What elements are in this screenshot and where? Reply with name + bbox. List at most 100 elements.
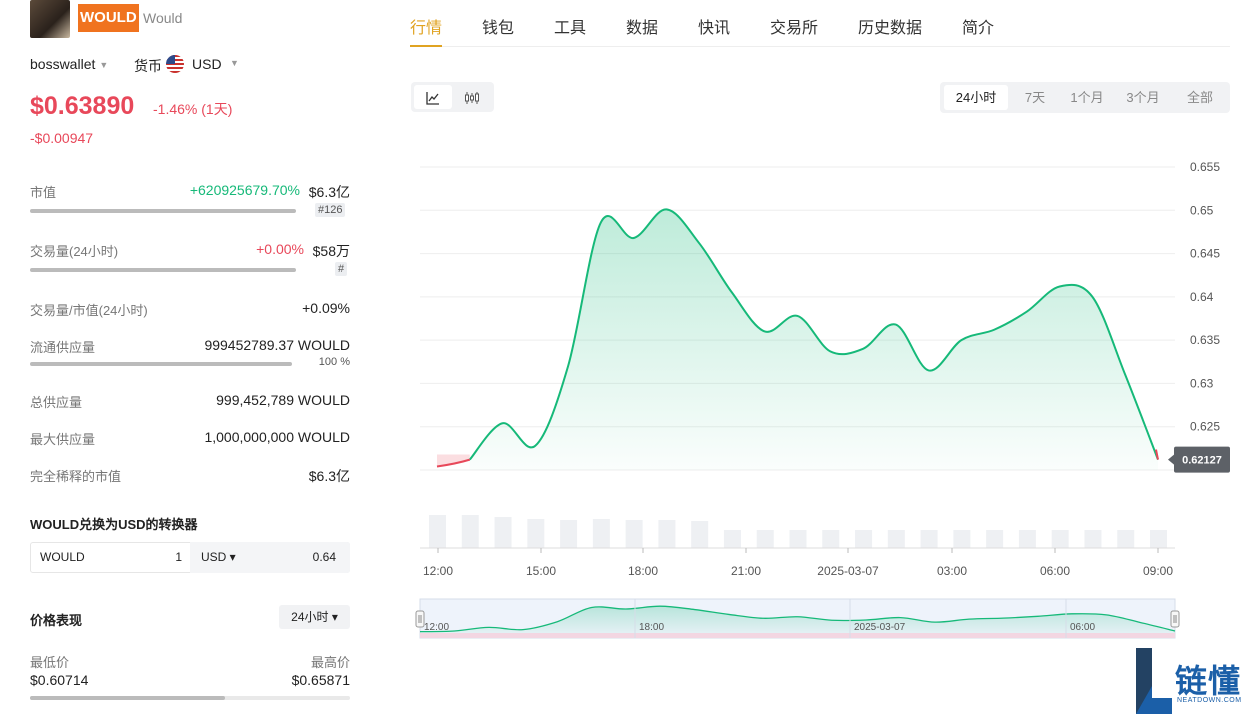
volume-bar <box>822 530 840 548</box>
volume-bar <box>658 520 676 548</box>
range-button-1[interactable]: 7天 <box>1024 90 1046 105</box>
market-cap-bar <box>30 209 296 213</box>
volume-bar <box>723 530 741 548</box>
last-value-pointer <box>1168 454 1174 465</box>
tab-6[interactable]: 历史数据 <box>858 20 923 37</box>
stat-label-market-cap: 市值 <box>30 185 57 200</box>
line-chart-icon <box>426 92 439 105</box>
volume-bar <box>1018 530 1036 548</box>
volume-bar <box>429 515 446 548</box>
price-chart[interactable]: 0.655 0.65 0.645 0.64 0.635 0.63 0.625 0.62127 1… <box>410 150 1248 650</box>
navigator-tick-label: 2025-03-07 <box>854 622 906 633</box>
price-change-pct: -1.46% (1天) <box>153 101 233 117</box>
navigator-bottom-strip <box>420 633 1175 638</box>
line-chart-button[interactable] <box>414 85 452 109</box>
token-name: Would <box>143 10 183 26</box>
y-tick-label: 0.64 <box>1190 290 1214 304</box>
y-tick-label: 0.635 <box>1190 333 1220 347</box>
wallet-selector[interactable]: bosswallet ▼ <box>30 56 108 72</box>
tab-1[interactable]: 钱包 <box>482 20 515 37</box>
stat-label-vol-mcap: 交易量/市值(24小时) <box>30 303 148 318</box>
rank-badge: #126 <box>315 203 346 217</box>
watermark-text: 链懂 <box>1175 663 1242 699</box>
circulating-bar <box>30 362 292 366</box>
token-symbol-badge: WOULD <box>78 4 139 32</box>
y-tick-label: 0.655 <box>1190 160 1220 174</box>
current-price: $0.63890 <box>30 92 135 120</box>
x-tick-label: 06:00 <box>1040 564 1070 578</box>
currency-label: 货币 <box>134 58 162 74</box>
converter-result-area <box>190 542 350 573</box>
stat-label-max-supply: 最大供应量 <box>30 432 96 447</box>
navigator-handle-right[interactable] <box>1170 610 1180 628</box>
active-tab-underline <box>410 45 442 47</box>
volume-bar <box>789 530 807 548</box>
range-button-2[interactable]: 1个月 <box>1070 90 1104 105</box>
range-button-3[interactable]: 3个月 <box>1126 90 1160 105</box>
high-price-label: 最高价 <box>310 655 350 670</box>
stat-value-circulating: 999452789.37 WOULD <box>204 337 350 353</box>
stat-change-market-cap: +620925679.70% <box>189 182 300 198</box>
navigator-tick-label: 06:00 <box>1070 622 1095 633</box>
navigator-tick-label: 12:00 <box>424 622 449 633</box>
navigator-line <box>419 605 1176 633</box>
converter-amount-input[interactable]: 1 <box>175 550 182 564</box>
stat-value-total-supply: 999,452,789 WOULD <box>216 392 350 408</box>
range-button-4[interactable]: 全部 <box>1186 90 1213 105</box>
volume-bar <box>592 519 610 548</box>
tab-divider <box>410 46 1230 47</box>
volume-bar <box>30 268 296 272</box>
neatdown-logo <box>1136 648 1172 714</box>
wallet-name: bosswallet <box>30 56 96 72</box>
performance-period-select[interactable]: 24小时 ▾ <box>279 605 350 629</box>
low-price-label: 最低价 <box>30 655 70 670</box>
tab-3[interactable]: 数据 <box>626 20 659 37</box>
stat-value-volume: $58万 <box>312 243 350 259</box>
y-tick-label: 0.65 <box>1190 203 1214 217</box>
candlestick-chart-button[interactable] <box>453 85 491 109</box>
x-tick-label: 18:00 <box>628 564 658 578</box>
stat-label-fdv: 完全稀释的市值 <box>30 469 122 484</box>
volume-bar <box>691 521 709 548</box>
stat-change-volume: +0.00% <box>256 241 304 257</box>
x-tick-label: 15:00 <box>526 564 556 578</box>
tab-4[interactable]: 快讯 <box>698 20 731 37</box>
navigator-area <box>420 606 1175 633</box>
stat-value-market-cap: $6.3亿 <box>308 184 350 200</box>
price-area <box>469 209 1159 470</box>
converter-to-select[interactable]: USD ▾ <box>201 550 236 564</box>
converter-title: WOULD兑换为USD的转换器 <box>30 517 198 532</box>
volume-bar <box>953 530 971 548</box>
volume-bar <box>1051 530 1069 548</box>
performance-title: 价格表现 <box>30 613 83 628</box>
stat-label-circulating: 流通供应量 <box>30 340 96 355</box>
volume-bar <box>855 530 873 548</box>
tab-2[interactable]: 工具 <box>554 20 587 37</box>
price-area-down <box>437 454 470 467</box>
volume-bar <box>756 530 774 548</box>
x-tick-label: 21:00 <box>731 564 761 578</box>
stat-value-fdv: $6.3亿 <box>308 468 350 484</box>
price-line-tip <box>1155 449 1159 460</box>
x-tick-label: 12:00 <box>423 564 453 578</box>
tab-5[interactable]: 交易所 <box>770 20 819 37</box>
volume-bar <box>1150 530 1167 548</box>
price-line <box>469 208 1159 461</box>
volume-bar <box>494 517 512 548</box>
navigator-handle-left[interactable] <box>415 610 425 628</box>
us-flag-icon <box>166 55 184 73</box>
last-value-tag <box>1174 446 1230 473</box>
volume-bar <box>1084 530 1102 548</box>
price-change-abs: -$0.00947 <box>30 130 94 146</box>
volume-bar <box>920 530 938 548</box>
y-tick-label: 0.625 <box>1190 420 1220 434</box>
token-avatar <box>30 0 70 38</box>
stat-value-vol-mcap: +0.09% <box>302 300 350 316</box>
last-value-label: 0.62127 <box>1182 455 1222 467</box>
range-button-0[interactable]: 24小时 <box>944 85 1008 110</box>
tab-7[interactable]: 简介 <box>962 20 995 37</box>
tab-0[interactable]: 行情 <box>410 20 443 37</box>
volume-bar <box>461 515 479 548</box>
currency-selector[interactable]: USD <box>192 56 222 72</box>
volume-bar <box>1117 530 1135 548</box>
